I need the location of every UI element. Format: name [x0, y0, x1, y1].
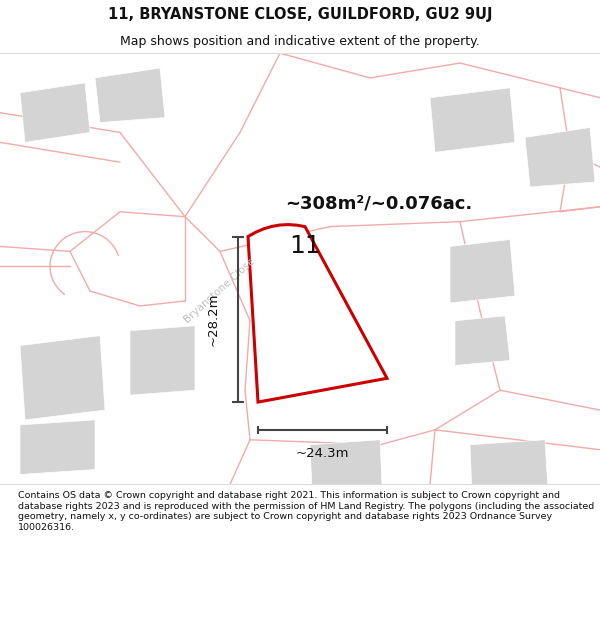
- Text: ~28.2m: ~28.2m: [206, 292, 220, 346]
- Text: ~308m²/~0.076ac.: ~308m²/~0.076ac.: [285, 195, 472, 213]
- Polygon shape: [95, 68, 165, 122]
- Text: ~24.3m: ~24.3m: [296, 447, 349, 460]
- Text: 11: 11: [289, 234, 321, 258]
- Text: 11, BRYANSTONE CLOSE, GUILDFORD, GU2 9UJ: 11, BRYANSTONE CLOSE, GUILDFORD, GU2 9UJ: [108, 8, 492, 22]
- Text: Contains OS data © Crown copyright and database right 2021. This information is : Contains OS data © Crown copyright and d…: [18, 491, 594, 532]
- Polygon shape: [430, 88, 515, 152]
- Polygon shape: [20, 336, 105, 420]
- Polygon shape: [310, 440, 382, 489]
- Polygon shape: [525, 127, 595, 187]
- Polygon shape: [20, 420, 95, 474]
- Text: Map shows position and indicative extent of the property.: Map shows position and indicative extent…: [120, 35, 480, 48]
- Polygon shape: [470, 440, 548, 494]
- Polygon shape: [248, 224, 387, 402]
- Polygon shape: [130, 326, 195, 395]
- Polygon shape: [455, 316, 510, 366]
- Text: Bryanstone Close: Bryanstone Close: [182, 257, 257, 326]
- Polygon shape: [450, 239, 515, 303]
- Polygon shape: [20, 83, 90, 142]
